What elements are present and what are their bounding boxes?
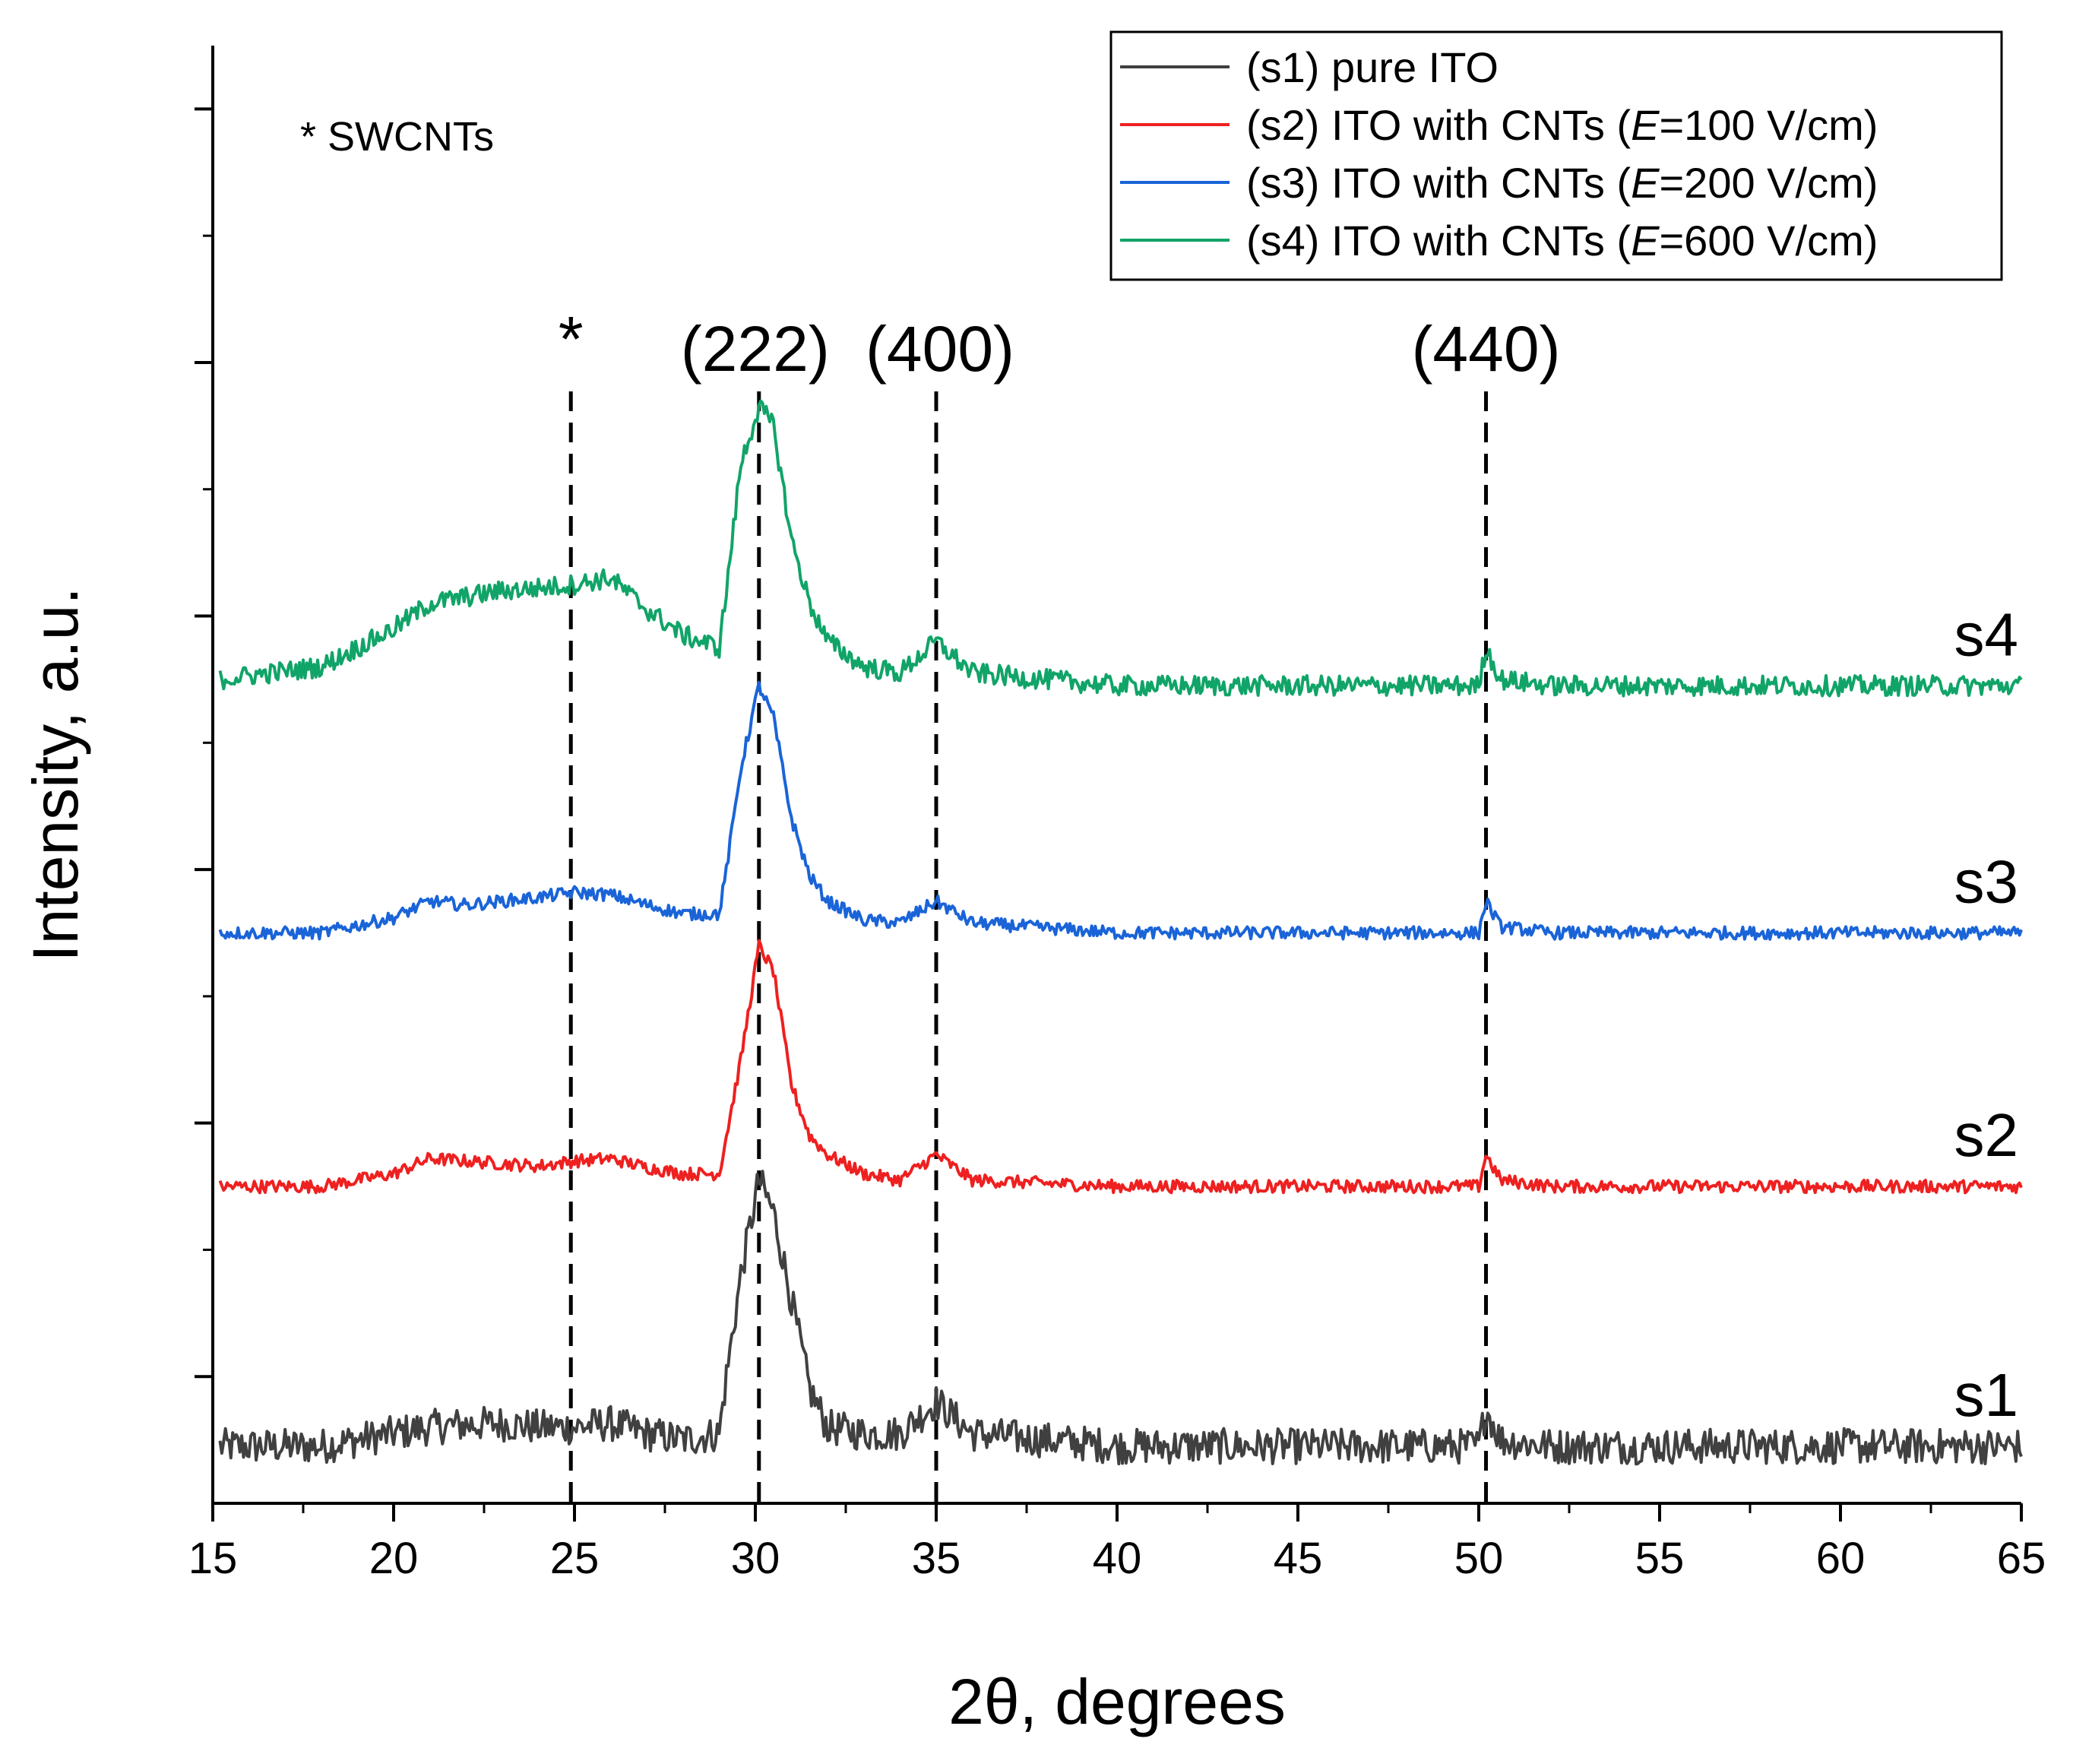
legend-entry-s3: (s3) ITO with CNTs (E=200 V/cm) <box>1246 159 1878 207</box>
series-label-s1: s1 <box>1954 1361 2019 1429</box>
legend-entry-text: (s3) ITO with CNTs ( <box>1246 159 1631 207</box>
series-line-s3 <box>218 680 2023 941</box>
series-label-s3: s3 <box>1954 847 2019 915</box>
legend-entry-field-symbol: E <box>1631 101 1660 149</box>
annotations-layer: * SWCNTs * (222) (400) (440) <box>300 114 1561 1503</box>
legend-entry-s4: (s4) ITO with CNTs (E=600 V/cm) <box>1246 217 1878 264</box>
series-line-s2 <box>218 939 2023 1195</box>
axes-layer: 15 20 25 30 35 40 45 50 55 60 65 2θ, degrees Intensi… <box>20 46 2046 1737</box>
x-tick-label: 65 <box>1997 1534 2046 1583</box>
x-tick-label: 45 <box>1274 1534 1323 1583</box>
x-tick-label: 35 <box>912 1534 961 1583</box>
series-layer: s1 s2 s3 s4 <box>218 399 2023 1466</box>
peak-label: (400) <box>866 313 1014 385</box>
x-tick-label: 60 <box>1816 1534 1866 1583</box>
legend-entry-s2: (s2) ITO with CNTs (E=100 V/cm) <box>1246 101 1878 149</box>
legend: (s1) pure ITO(s2) ITO with CNTs (E=100 V… <box>1109 30 2003 281</box>
x-tick-label: 30 <box>731 1534 780 1583</box>
series-label-s2: s2 <box>1954 1101 2019 1169</box>
legend-entry-text: (s1) pure ITO <box>1246 43 1499 91</box>
legend-entry-s1: (s1) pure ITO <box>1246 43 1499 91</box>
legend-entry-text: (s2) ITO with CNTs ( <box>1246 101 1631 149</box>
legend-entry-field-value: =600 V/cm) <box>1659 217 1878 264</box>
peak-label: (440) <box>1411 313 1560 385</box>
x-tick-label: 40 <box>1093 1534 1142 1583</box>
legend-box <box>1109 30 2003 281</box>
swcnt-note: * SWCNTs <box>300 114 494 160</box>
peak-label: * <box>559 303 584 375</box>
legend-entry-text: (s4) ITO with CNTs ( <box>1246 217 1631 264</box>
y-axis-title: Intensity, a.u. <box>20 587 91 961</box>
series-label-s4: s4 <box>1954 600 2019 668</box>
series-line-s1 <box>218 1170 2023 1466</box>
x-tick-label: 25 <box>550 1534 600 1583</box>
series-line-s4 <box>218 399 2023 698</box>
x-tick-label: 20 <box>369 1534 419 1583</box>
legend-entry-field-value: =100 V/cm) <box>1659 101 1878 149</box>
legend-entry-field-symbol: E <box>1631 217 1660 264</box>
x-tick-label: 50 <box>1454 1534 1504 1583</box>
x-tick-label: 55 <box>1635 1534 1685 1583</box>
legend-entry-field-value: =200 V/cm) <box>1659 159 1878 207</box>
x-axis-title: 2θ, degrees <box>948 1666 1286 1737</box>
peak-label: (222) <box>681 313 830 385</box>
legend-entry-field-symbol: E <box>1631 159 1660 207</box>
x-tick-label: 15 <box>188 1534 238 1583</box>
